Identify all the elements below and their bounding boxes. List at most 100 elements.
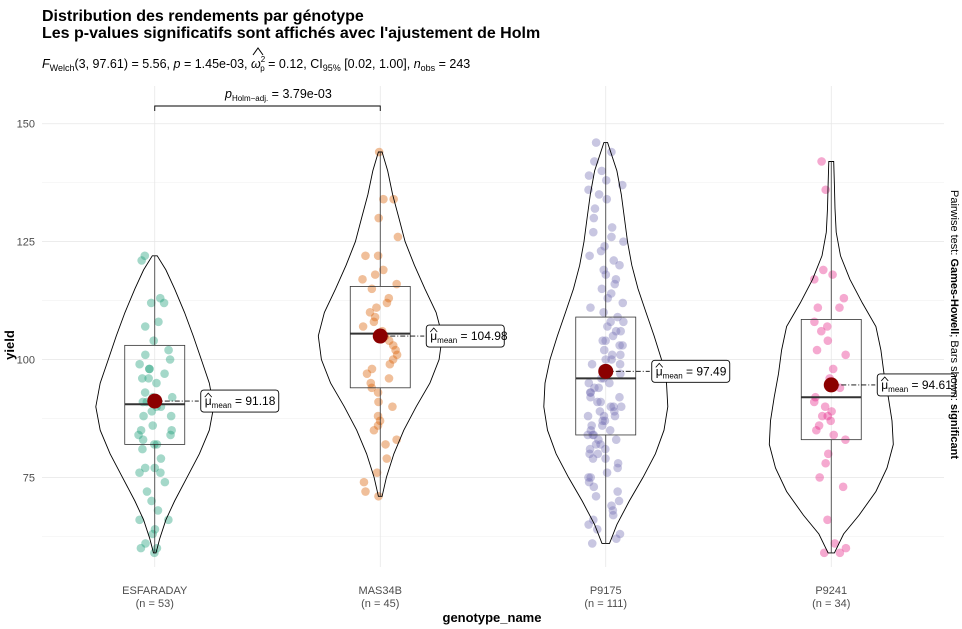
mean-point <box>823 377 839 393</box>
data-point <box>587 421 596 430</box>
x-tick-n-label: (n = 111) <box>584 598 627 610</box>
data-point <box>138 435 148 444</box>
data-point <box>593 397 602 407</box>
mean-label-sub: mean <box>888 385 908 394</box>
data-point <box>164 345 173 355</box>
mean-hat-icon <box>655 362 664 368</box>
data-point <box>584 477 594 487</box>
data-point <box>841 543 851 553</box>
x-tick-label: ESFARADAY <box>122 585 188 597</box>
data-point <box>379 265 388 275</box>
stats-f-sub: Welch <box>50 63 75 73</box>
data-point <box>388 341 398 350</box>
pairwise-p-value: = 3.79e-03 <box>268 87 332 101</box>
data-point <box>584 171 594 180</box>
data-point <box>391 345 400 355</box>
y-tick-label: 100 <box>17 355 35 367</box>
data-point <box>586 303 595 312</box>
data-point <box>601 355 611 364</box>
data-point <box>145 364 154 374</box>
data-point <box>589 482 599 492</box>
data-point <box>813 303 823 312</box>
data-point <box>823 411 833 421</box>
x-tick-n-label: (n = 53) <box>136 598 174 610</box>
data-point <box>597 421 607 430</box>
data-point <box>608 506 618 515</box>
data-point <box>137 374 147 383</box>
data-point <box>599 308 608 317</box>
mean-label-eq: = 94.61 <box>908 378 952 392</box>
data-point <box>370 270 380 279</box>
data-point <box>591 440 601 449</box>
data-point <box>584 378 594 388</box>
data-point <box>835 548 845 558</box>
data-point <box>392 350 402 360</box>
mean-point <box>598 363 614 379</box>
data-point <box>166 411 176 421</box>
data-point <box>598 416 607 426</box>
data-point <box>136 425 146 435</box>
data-point <box>607 147 616 157</box>
data-point <box>602 468 612 477</box>
x-tick-label: P9241 <box>815 585 847 597</box>
data-point <box>599 411 609 421</box>
mean-label-mu: μ <box>430 329 437 343</box>
box <box>575 316 637 436</box>
data-point <box>382 454 392 463</box>
data-point <box>614 496 624 506</box>
data-point <box>139 411 148 421</box>
data-point <box>594 383 603 393</box>
data-point <box>359 477 369 487</box>
data-point <box>373 251 383 261</box>
data-point <box>588 227 598 237</box>
data-point <box>821 185 830 195</box>
pairwise-caption: Pairwise test: Games-Howell; Bars shown:… <box>948 190 960 459</box>
data-point <box>823 515 832 525</box>
data-point <box>601 336 610 345</box>
chart-subtitle: Les p-values significatifs sont affichés… <box>42 25 540 42</box>
stats-ci-value: [0.02, 1.00], <box>341 57 414 71</box>
data-point <box>596 397 605 407</box>
data-point <box>597 284 607 294</box>
data-point <box>585 388 595 397</box>
data-point <box>148 421 158 430</box>
data-point <box>594 190 604 199</box>
data-point <box>607 223 617 232</box>
data-point <box>603 322 612 331</box>
data-point <box>374 213 383 223</box>
mean-label-eq: = 91.18 <box>232 394 276 408</box>
x-tick-label: P9175 <box>590 585 622 597</box>
stats-omega-sub: p <box>260 64 265 73</box>
data-point <box>828 364 838 374</box>
data-point <box>583 411 593 421</box>
data-point <box>358 275 367 284</box>
caption-shown: significant <box>948 404 960 459</box>
data-point <box>362 369 372 378</box>
data-point <box>615 359 625 369</box>
data-point <box>606 402 616 411</box>
data-point <box>616 369 625 378</box>
stats-p-symbol: p <box>173 57 181 71</box>
data-point <box>613 487 622 496</box>
data-point <box>618 298 628 308</box>
data-point <box>611 275 621 284</box>
mean-label-sub: mean <box>437 336 457 345</box>
data-point <box>384 374 394 383</box>
mean-hat-icon <box>204 392 213 398</box>
group-esfaraday: μmean = 91.18 <box>95 251 280 558</box>
data-point <box>823 336 833 345</box>
data-point <box>140 322 150 331</box>
violin <box>317 151 443 497</box>
violin <box>543 142 669 544</box>
data-point <box>600 242 609 251</box>
data-point <box>608 331 618 341</box>
data-point <box>373 411 383 421</box>
mean-label: μmean = 91.18 <box>205 394 276 410</box>
data-point <box>156 468 165 477</box>
data-point <box>145 364 154 374</box>
data-point <box>619 237 628 246</box>
data-point <box>152 378 161 388</box>
x-axis-title: genotype_name <box>443 610 542 625</box>
data-point <box>618 341 627 350</box>
pairwise-annotation: pHolm−adj. = 3.79e-03 <box>154 87 381 111</box>
